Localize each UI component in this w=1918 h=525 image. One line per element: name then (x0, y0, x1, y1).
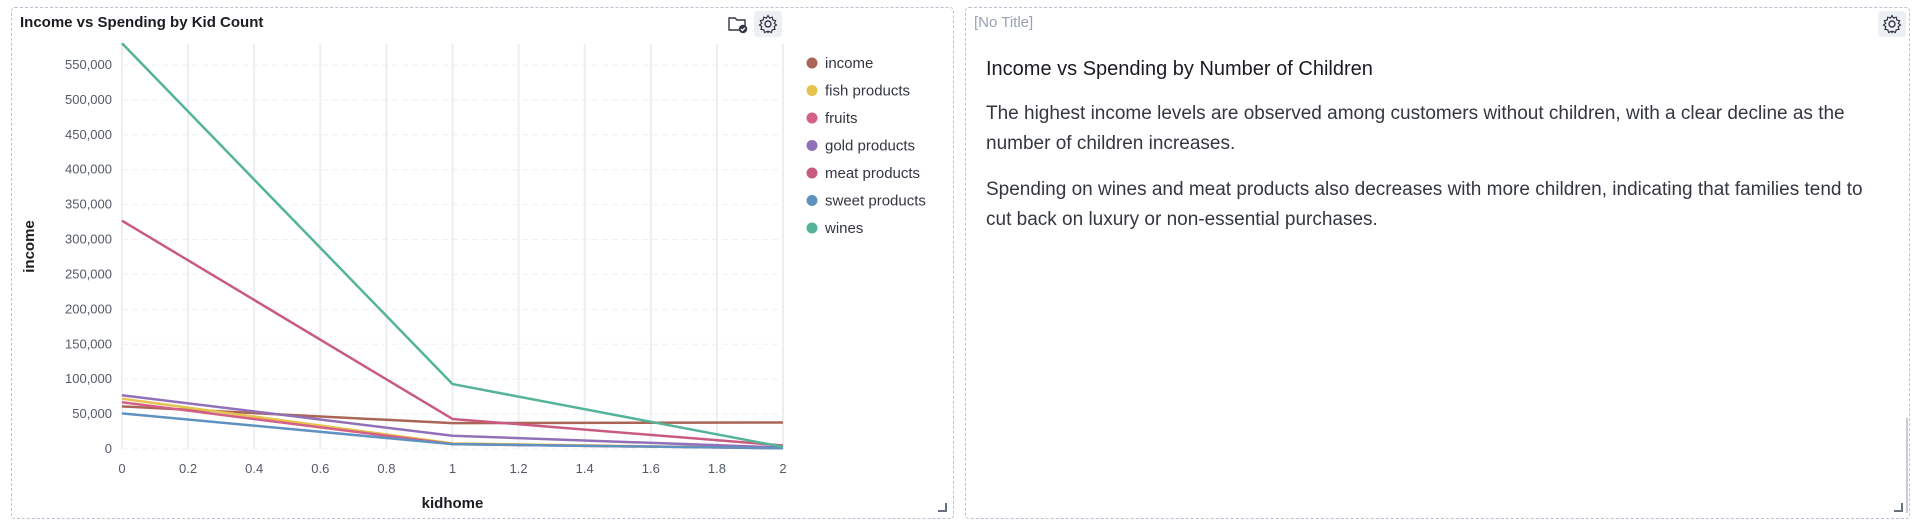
chart-panel-title: Income vs Spending by Kid Count (20, 14, 264, 31)
chart-panel: Income vs Spending by Kid Count 0 50,000 1… (11, 7, 954, 519)
y-tick-label: 250,000 (65, 266, 112, 281)
gear-icon[interactable] (754, 11, 782, 37)
y-tick-label: 300,000 (65, 232, 112, 247)
legend-swatch (806, 167, 818, 179)
markdown-panel: [No Title] Income vs Spending by Number … (965, 7, 1910, 519)
resize-handle[interactable] (1894, 503, 1903, 512)
y-axis-title: income (21, 220, 38, 273)
markdown-panel-title: [No Title] (974, 14, 1034, 31)
legend-item-gold-products[interactable]: gold products (806, 138, 916, 155)
gear-icon[interactable] (1878, 11, 1906, 37)
legend-item-fruits[interactable]: fruits (806, 110, 858, 127)
y-tick-label: 500,000 (65, 92, 112, 107)
legend-swatch (806, 222, 818, 234)
x-axis-title: kidhome (422, 495, 484, 512)
legend-item-income[interactable]: income (806, 55, 874, 72)
x-tick-label: 0.2 (179, 461, 197, 476)
x-tick-label: 0.6 (311, 461, 329, 476)
markdown-paragraph: Spending on wines and meat products also… (986, 179, 1863, 230)
legend-item-wines[interactable]: wines (806, 220, 864, 237)
legend-item-sweet-products[interactable]: sweet products (806, 193, 926, 210)
series-line-gold-products[interactable] (121, 393, 784, 449)
legend-label: wines (824, 220, 863, 237)
legend-label: income (825, 55, 873, 72)
y-tick-label: 50,000 (72, 406, 112, 421)
series-line-sweet-products[interactable] (121, 412, 784, 450)
y-tick-label: 200,000 (65, 301, 112, 316)
x-tick-label: 1 (449, 461, 456, 476)
x-tick-label: 1.2 (510, 461, 528, 476)
legend-swatch (806, 112, 818, 124)
scrollbar[interactable] (1906, 418, 1908, 513)
markdown-paragraph: The highest income levels are observed a… (986, 103, 1845, 154)
series-line-meat-products[interactable] (121, 219, 784, 447)
x-tick-label: 0 (118, 461, 125, 476)
x-tick-label: 2 (779, 461, 786, 476)
x-tick-label: 1.6 (642, 461, 660, 476)
line-chart: 0 50,000 100,000 150,000 200,000 250,000 300,0… (21, 42, 926, 512)
legend-label: sweet products (825, 193, 926, 210)
markdown-content: Income vs Spending by Number of Children… (986, 58, 1886, 251)
x-tick-label: 0.8 (377, 461, 395, 476)
legend-swatch (806, 85, 818, 96)
legend-swatch (806, 195, 818, 206)
y-tick-label: 0 (105, 441, 112, 456)
legend-item-fish-products[interactable]: fish products (806, 83, 911, 100)
y-tick-label: 550,000 (65, 57, 112, 72)
y-tick-label: 100,000 (65, 371, 112, 386)
legend-label: meat products (825, 165, 920, 182)
markdown-heading: Income vs Spending by Number of Children (986, 58, 1373, 80)
x-tick-label: 1.8 (708, 461, 726, 476)
series-line-income[interactable] (121, 405, 784, 425)
legend-item-meat-products[interactable]: meat products (806, 165, 921, 182)
legend-label: fish products (825, 83, 910, 100)
folder-check-icon[interactable] (724, 11, 752, 37)
x-tick-label: 0.4 (245, 461, 263, 476)
legend-label: gold products (825, 138, 915, 155)
y-tick-label: 400,000 (65, 162, 112, 177)
y-tick-label: 350,000 (65, 197, 112, 212)
legend-swatch (806, 140, 818, 151)
series-line-wines[interactable] (121, 42, 784, 449)
legend-label: fruits (825, 110, 858, 127)
y-tick-label: 450,000 (65, 127, 112, 142)
legend-swatch (806, 57, 818, 69)
resize-handle[interactable] (938, 503, 947, 512)
y-tick-label: 150,000 (65, 336, 112, 351)
x-tick-label: 1.4 (576, 461, 594, 476)
